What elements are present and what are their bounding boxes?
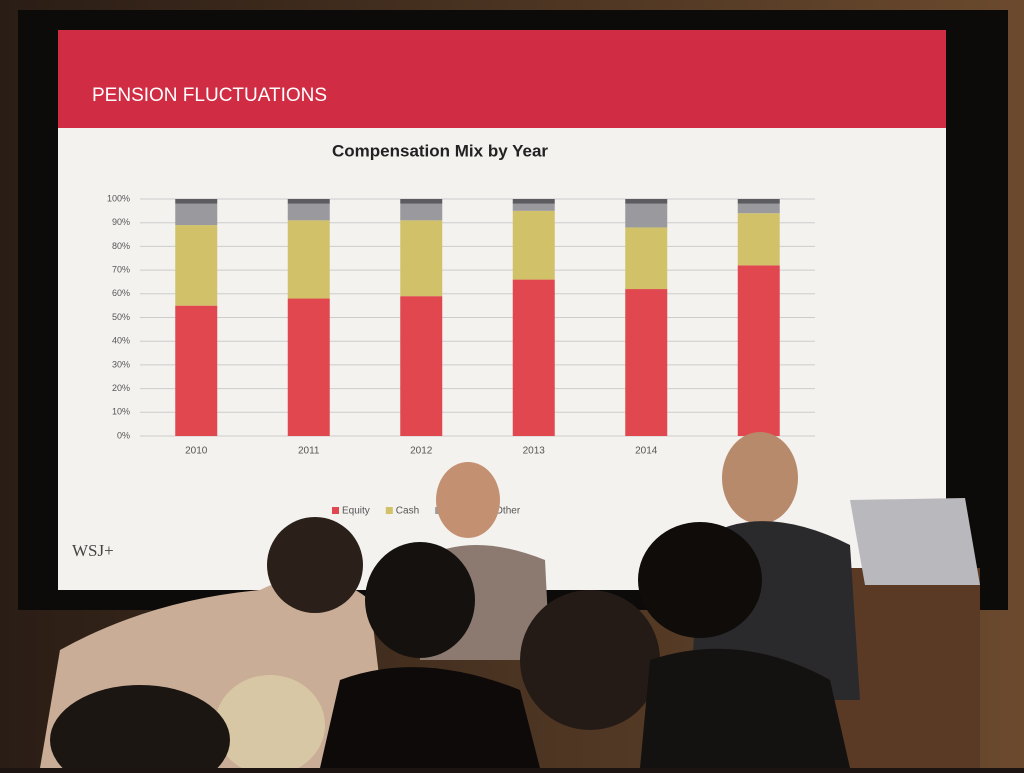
bar-segment [287, 199, 330, 204]
bar-segment [400, 296, 443, 436]
bar-segment [175, 305, 218, 436]
x-tick-label: 2012 [410, 446, 433, 457]
bar-segment [175, 203, 218, 226]
bar-segment [400, 199, 443, 204]
y-tick-label: 90% [112, 217, 130, 227]
x-tick-label: 2011 [298, 446, 320, 457]
audience [640, 648, 850, 768]
panelist [722, 432, 798, 524]
bar-segment [737, 199, 780, 204]
bar-segment [625, 289, 668, 436]
y-tick-label: 30% [112, 359, 130, 369]
bar-segment [737, 265, 780, 436]
audience-head [50, 685, 230, 773]
audience-head [365, 542, 475, 658]
bar-segment [512, 279, 555, 436]
x-tick-label: 2010 [185, 446, 208, 457]
y-tick-label: 60% [112, 288, 130, 298]
y-tick-label: 50% [112, 312, 130, 322]
y-tick-label: 0% [117, 430, 130, 440]
bar-segment [625, 199, 668, 204]
audience-head [638, 522, 762, 638]
legend-label: Equity [342, 506, 370, 517]
y-tick-label: 80% [112, 241, 130, 251]
bar-segment [625, 203, 668, 228]
legend-label: Cash [396, 506, 419, 517]
y-tick-label: 20% [112, 383, 130, 393]
legend-swatch [385, 507, 393, 514]
bar-segment [512, 203, 555, 211]
audience-head [267, 517, 363, 613]
bar-segment [737, 213, 780, 266]
bar-segment [400, 220, 443, 297]
chart: 0% 10% 20% 30% 40% 50% 60% 70% 80% 90% 100% 2010 201… [107, 193, 815, 517]
y-tick-label: 10% [112, 407, 130, 417]
bar-segment [512, 199, 555, 204]
audience-head [520, 590, 660, 730]
bar-segment [287, 203, 330, 221]
audience-head [215, 675, 325, 773]
people [40, 432, 980, 773]
bar-segment [625, 227, 668, 290]
legend-label: Other [495, 506, 521, 517]
bar-segment [737, 203, 780, 214]
chart-title: Compensation Mix by Year [332, 141, 548, 160]
y-tick-label: 40% [112, 336, 130, 346]
bar-segment [400, 203, 443, 221]
y-tick-label: 70% [112, 264, 130, 274]
audience [320, 667, 540, 768]
bar-segment [175, 199, 218, 204]
slide-header [58, 30, 946, 128]
panelist [436, 462, 500, 538]
slide-title: PENSION FLUCTUATIONS [92, 85, 327, 106]
x-tick-label: 2014 [635, 446, 658, 457]
bar-segment [287, 220, 330, 299]
bar-segment [512, 210, 555, 280]
logo: WSJ+ [72, 541, 114, 560]
bar-segment [175, 225, 218, 306]
bar-segment [287, 298, 330, 436]
x-tick-label: 2013 [523, 446, 546, 457]
y-tick-label: 100% [107, 193, 130, 203]
legend-swatch [332, 507, 339, 514]
laptop [850, 498, 980, 585]
